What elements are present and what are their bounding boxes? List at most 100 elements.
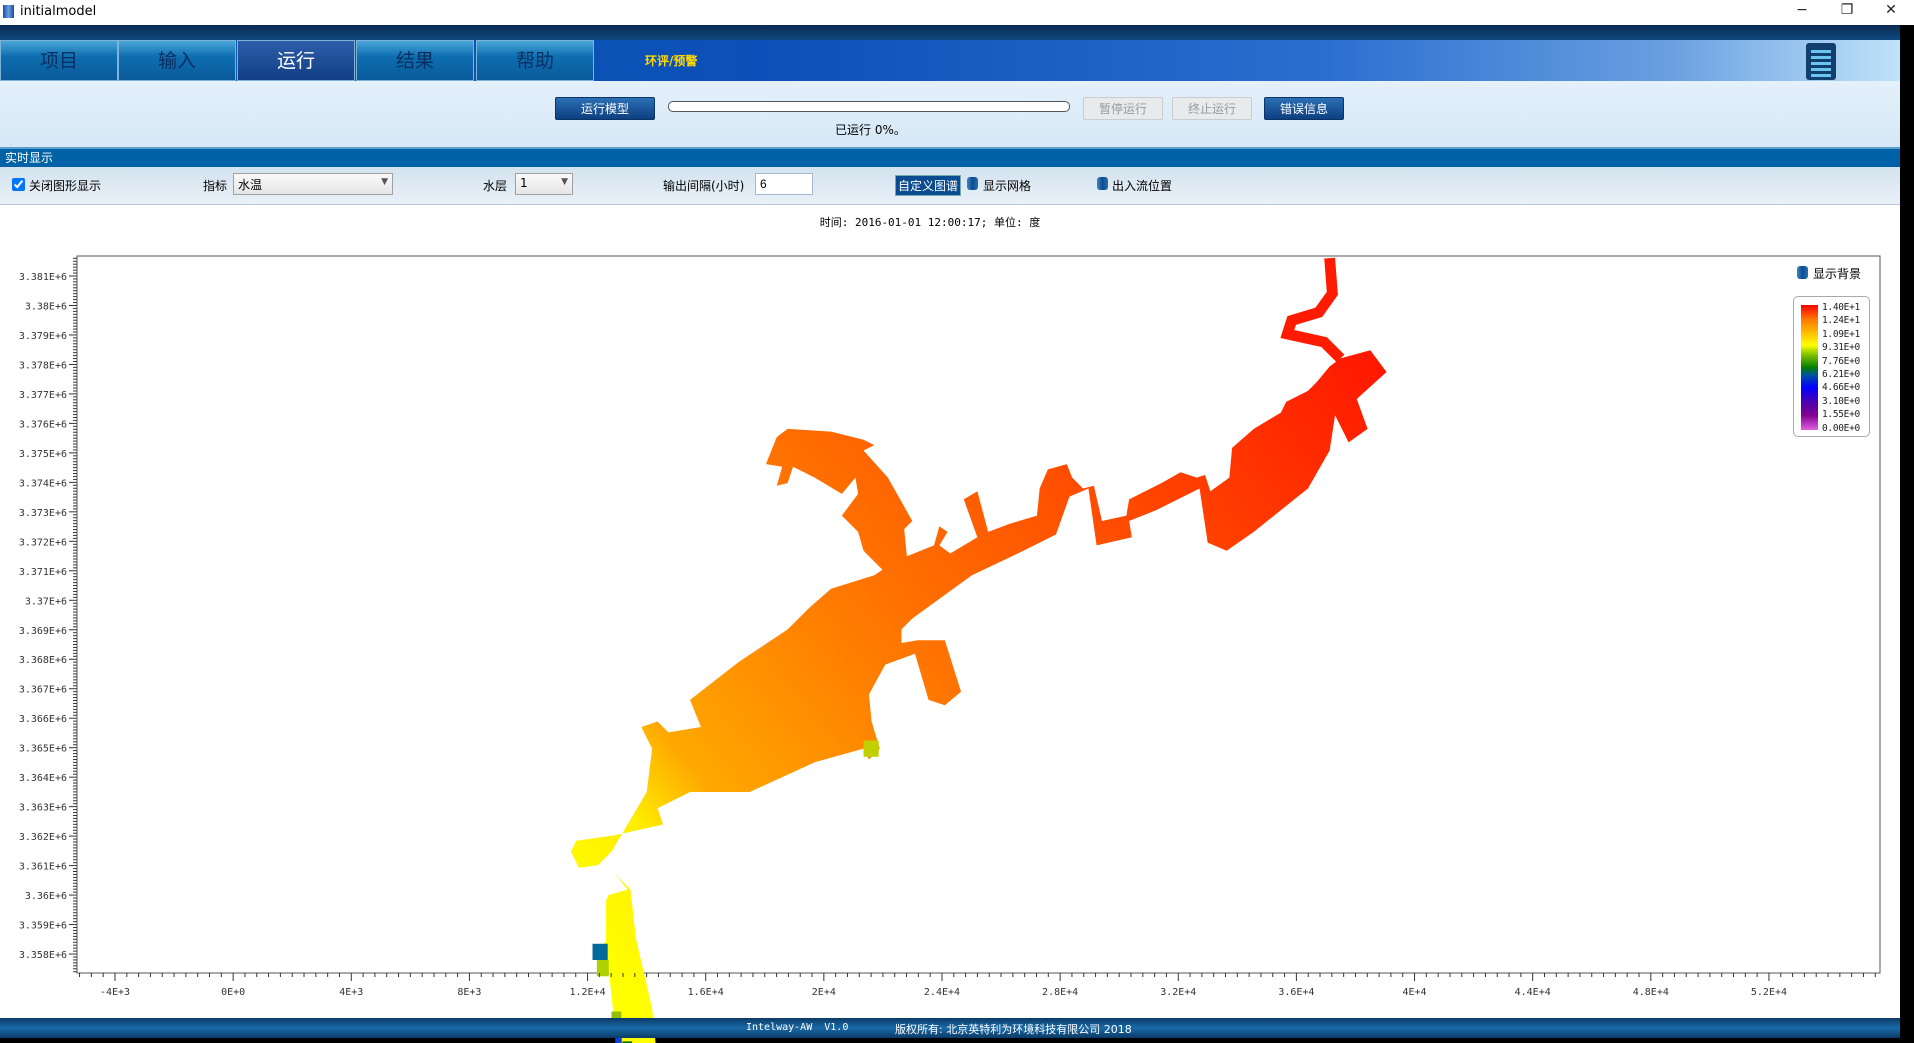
close-display-label: 关闭图形显示	[29, 179, 102, 193]
upstream-channel	[1280, 257, 1345, 363]
indicator-value: 水温	[238, 178, 263, 192]
y-tick-label: 3.361E+6	[19, 862, 67, 873]
copyright-label: 版权所有: 北京英特利为环境科技有限公司 2018	[895, 1023, 1132, 1036]
tab-assessment-warning[interactable]: 环评/预警	[645, 54, 698, 68]
header-band	[0, 25, 1900, 40]
indicator-select[interactable]: 水温 ▼	[233, 173, 393, 195]
error-info-button[interactable]: 错误信息	[1264, 97, 1344, 120]
minimize-button[interactable]: −	[1796, 2, 1808, 18]
plot-area	[76, 255, 1881, 974]
x-tick-label: 2.4E+4	[924, 987, 960, 998]
x-tick-label: 4E+4	[1402, 987, 1426, 998]
y-tick-label: 3.377E+6	[19, 390, 67, 401]
y-tick-label: 3.375E+6	[19, 449, 67, 460]
legend-value: 1.09E+1	[1822, 328, 1860, 340]
show-grid-label: 显示网格	[983, 179, 1032, 193]
layer-select[interactable]: 1 ▼	[515, 173, 573, 195]
legend-value: 7.76E+0	[1822, 355, 1860, 367]
interval-input[interactable]	[755, 173, 813, 195]
notes-icon[interactable]	[1806, 43, 1836, 80]
y-tick-label: 3.366E+6	[19, 714, 67, 725]
x-tick-label: 2E+4	[812, 987, 836, 998]
y-tick-label: 3.364E+6	[19, 773, 67, 784]
y-tick-label: 3.371E+6	[19, 567, 67, 578]
axes: -4E+3 0E+0 4E+3 8E+3 1.2E+4 1.6E+4 2E+4 2.4E+4 2…	[19, 257, 1876, 998]
time-label: 时间: 2016-01-01 12:00:17; 单位: 度	[819, 216, 1041, 229]
legend-color-bar	[1801, 305, 1818, 430]
layer-value: 1	[520, 176, 528, 190]
close-display-checkbox[interactable]	[12, 178, 25, 191]
run-model-button[interactable]: 运行模型	[555, 97, 655, 120]
y-tick-label: 3.36E+6	[25, 891, 67, 902]
chevron-down-icon: ▼	[561, 177, 568, 187]
legend-value: 4.66E+0	[1822, 382, 1860, 394]
close-button[interactable]: ✕	[1885, 2, 1897, 18]
inout-positions-label: 出入流位置	[1112, 179, 1173, 193]
y-tick-label: 3.374E+6	[19, 478, 67, 489]
stop-button[interactable]: 终止运行	[1172, 97, 1252, 120]
section-header: 实时显示	[0, 147, 1900, 167]
tab-project[interactable]: 项目	[0, 40, 118, 81]
legend-value: 0.00E+0	[1822, 422, 1860, 434]
y-tick-label: 3.358E+6	[19, 950, 67, 961]
y-tick-label: 3.367E+6	[19, 685, 67, 696]
x-tick-label: 0E+0	[221, 987, 245, 998]
cell-green	[596, 960, 609, 977]
tab-help[interactable]: 帮助	[476, 40, 594, 81]
cell-green	[622, 1041, 633, 1043]
window-title: initialmodel	[20, 4, 97, 19]
x-tick-label: 8E+3	[457, 987, 481, 998]
run-progress-bar	[668, 101, 1070, 112]
run-panel	[0, 81, 1900, 147]
x-tick-label: 3.2E+4	[1160, 987, 1196, 998]
y-tick-label: 3.372E+6	[19, 537, 67, 548]
x-tick-label: 1.2E+4	[569, 987, 605, 998]
pause-button[interactable]: 暂停运行	[1083, 97, 1163, 120]
y-tick-label: 3.365E+6	[19, 744, 67, 755]
tab-results[interactable]: 结果	[356, 40, 474, 81]
chevron-down-icon: ▼	[381, 177, 388, 187]
tab-input[interactable]: 输入	[118, 40, 236, 81]
cell-blue	[592, 943, 608, 961]
restore-button[interactable]: ❐	[1840, 2, 1854, 18]
show-background-label: 显示背景	[1813, 267, 1862, 281]
x-tick-label: 5.2E+4	[1751, 987, 1787, 998]
main-tabs: 项目 输入 运行 结果 帮助	[0, 40, 1900, 81]
status-bar: Intelway-AW V1.0 版权所有: 北京英特利为环境科技有限公司 20…	[0, 1018, 1900, 1038]
legend-value: 6.21E+0	[1822, 369, 1860, 380]
x-tick-label: 4.4E+4	[1515, 987, 1551, 998]
y-tick-label: 3.379E+6	[19, 331, 67, 342]
y-tick-label: 3.378E+6	[19, 360, 67, 371]
tab-run[interactable]: 运行	[237, 40, 355, 81]
x-tick-label: -4E+3	[100, 987, 130, 998]
legend-value: 1.55E+0	[1822, 409, 1860, 421]
color-legend: 1.40E+1 1.24E+1 1.09E+1 9.31E+0 7.76E+0 6.21E…	[1793, 296, 1870, 437]
y-tick-label: 3.362E+6	[19, 832, 67, 843]
y-tick-label: 3.37E+6	[25, 596, 67, 607]
title-bar: initialmodel − ❐ ✕	[0, 0, 1914, 25]
version-label: Intelway-AW V1.0	[746, 1022, 849, 1033]
y-tick-label: 3.38E+6	[25, 301, 67, 312]
y-tick-label: 3.373E+6	[19, 508, 67, 519]
y-tick-label: 3.381E+6	[19, 272, 67, 283]
x-tick-label: 1.6E+4	[688, 987, 724, 998]
window-edge	[1900, 25, 1914, 1043]
custom-palette-button[interactable]: 自定义图谱	[895, 175, 962, 196]
indicator-label: 指标	[203, 179, 228, 193]
legend-value: 3.10E+0	[1822, 395, 1860, 407]
y-tick-label: 3.369E+6	[19, 626, 67, 637]
x-tick-label: 4.8E+4	[1633, 987, 1669, 998]
interval-label: 输出间隔(小时)	[663, 179, 745, 193]
show-grid-checkbox[interactable]	[967, 177, 978, 190]
progress-label: 已运行 0%。	[835, 123, 906, 137]
cell-yellowgreen	[863, 740, 879, 757]
x-tick-label: 4E+3	[339, 987, 363, 998]
x-tick-label: 3.6E+4	[1278, 987, 1314, 998]
show-background-checkbox[interactable]	[1797, 266, 1808, 279]
y-tick-label: 3.376E+6	[19, 419, 67, 430]
inout-positions-checkbox[interactable]	[1097, 177, 1108, 190]
y-tick-label: 3.368E+6	[19, 655, 67, 666]
y-tick-label: 3.363E+6	[19, 803, 67, 814]
legend-value: 1.40E+1	[1822, 302, 1860, 313]
